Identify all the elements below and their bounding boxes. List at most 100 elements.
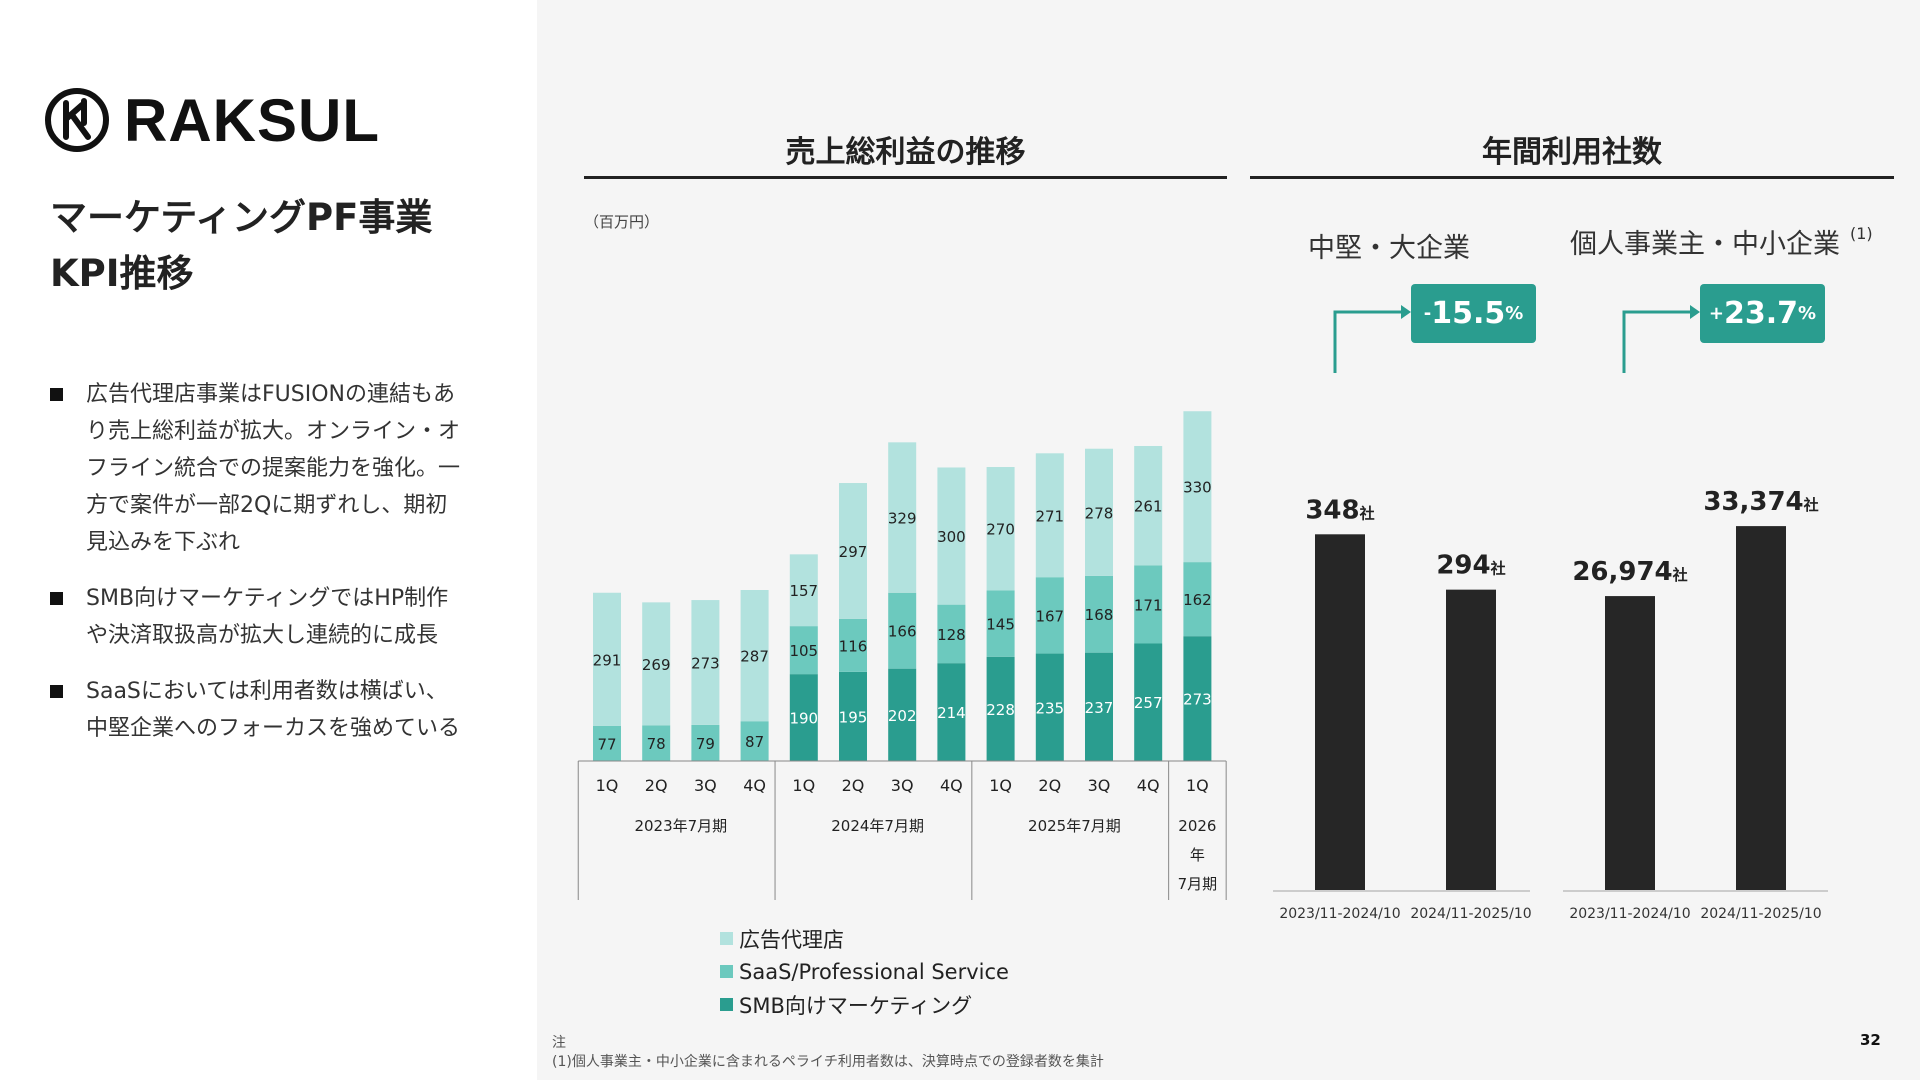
bar-value-label: 168 bbox=[1085, 606, 1114, 624]
x-tick-label: 3Q bbox=[891, 776, 914, 795]
bar-value-label: 116 bbox=[839, 637, 868, 655]
company-count-bar-mid-large bbox=[1315, 534, 1365, 891]
trend-arrow-line bbox=[1622, 310, 1692, 373]
legend-label: SaaS/Professional Service bbox=[739, 959, 1009, 984]
bar-segment-saas bbox=[740, 721, 769, 761]
gross-profit-title-underline bbox=[584, 176, 1227, 179]
bar-value-label: 79 bbox=[696, 735, 715, 753]
legend-item-saas: SaaS/Professional Service bbox=[720, 955, 1009, 988]
smb-sole-proprietor-text: 個人事業主・中小企業 bbox=[1570, 229, 1840, 260]
bar-segment-agency bbox=[740, 590, 769, 722]
bar-value-label: 167 bbox=[1035, 607, 1064, 625]
bar-segment-smb bbox=[1035, 653, 1064, 761]
badge-sign: + bbox=[1708, 303, 1724, 324]
bar-segment-saas bbox=[642, 725, 671, 761]
raksul-logo-icon bbox=[45, 88, 109, 152]
bar-value-label: 190 bbox=[789, 710, 818, 728]
bullet-line: や決済取扱高が拡大し連続的に成長 bbox=[86, 623, 439, 648]
page-number: 32 bbox=[1860, 1031, 1881, 1049]
bar-segment-agency bbox=[1085, 448, 1113, 576]
x-tick-label: 2Q bbox=[1038, 776, 1061, 795]
bullet-line: 広告代理店事業はFUSIONの連結もあ bbox=[86, 382, 455, 407]
badge-sign: - bbox=[1423, 303, 1432, 324]
bar-value-label: 269 bbox=[642, 656, 671, 674]
bar-segment-smb bbox=[986, 656, 1015, 761]
bar-segment-saas bbox=[839, 618, 867, 672]
period-label: 2024/11-2025/10 bbox=[1410, 906, 1531, 922]
bullet-square-icon bbox=[50, 592, 63, 605]
bullet-item: 広告代理店事業はFUSIONの連結もあ り売上総利益が拡大。オンライン・オ フラ… bbox=[50, 376, 500, 561]
bullet-list: 広告代理店事業はFUSIONの連結もあ り売上総利益が拡大。オンライン・オ フラ… bbox=[50, 376, 500, 766]
x-tick-label: 4Q bbox=[940, 776, 963, 795]
footnote: 注 (1)個人事業主・中小企業に含まれるペライチ利用者数は、決算時点での登録者数… bbox=[552, 1034, 1104, 1072]
annual-users-title-underline bbox=[1250, 176, 1894, 179]
bar-value-label: 202 bbox=[888, 707, 917, 725]
bullet-square-icon bbox=[50, 685, 63, 698]
footnote-marker: (1) bbox=[1850, 224, 1873, 243]
bullet-item: SMB向けマーケティングではHP制作 や決済取扱高が拡大し連続的に成長 bbox=[50, 580, 500, 654]
bar-value-label: 300 bbox=[937, 528, 966, 546]
bar-segment-smb bbox=[1134, 643, 1163, 761]
bar-value-label: 195 bbox=[839, 708, 868, 726]
bar-value-label: 278 bbox=[1085, 504, 1114, 522]
legend-swatch-smb bbox=[720, 998, 733, 1011]
period-label: 2023/11-2024/10 bbox=[1569, 906, 1690, 922]
chart-area-background bbox=[537, 0, 1920, 1080]
bar-segment-smb bbox=[789, 674, 818, 761]
x-tick-label: 1Q bbox=[596, 776, 619, 795]
bar-segment-saas bbox=[937, 604, 966, 664]
company-count-suffix: 社 bbox=[1672, 566, 1688, 584]
badge-unit: % bbox=[1798, 303, 1817, 324]
badge-unit: % bbox=[1505, 303, 1524, 324]
bullet-line: 方で案件が一部2Qに期ずれし、期初 bbox=[86, 493, 448, 518]
bar-segment-agency bbox=[937, 467, 966, 605]
bar-segment-agency bbox=[642, 602, 671, 726]
trend-arrow-head-icon bbox=[1690, 305, 1700, 319]
bar-value-label: 128 bbox=[937, 626, 966, 644]
fiscal-year-label: 7月期 bbox=[1178, 875, 1218, 893]
legend-label: SMB向けマーケティング bbox=[739, 993, 973, 1018]
bar-value-label: 145 bbox=[986, 616, 1015, 634]
page-title-line2: KPI推移 bbox=[50, 252, 194, 295]
bar-value-label: 287 bbox=[740, 648, 769, 666]
gross-profit-section-title: 売上総利益の推移 bbox=[785, 135, 1026, 170]
bar-segment-agency bbox=[888, 442, 917, 593]
bar-value-label: 105 bbox=[789, 642, 818, 660]
bar-value-label: 273 bbox=[1183, 691, 1212, 709]
bar-value-label: 214 bbox=[937, 704, 966, 722]
bar-value-label: 228 bbox=[986, 701, 1015, 719]
bullet-item: SaaSにおいては利用者数は横ばい、 中堅企業へのフォーカスを強めている bbox=[50, 673, 500, 747]
company-count-suffix: 社 bbox=[1490, 560, 1506, 578]
logo-text: RAKSUL bbox=[124, 86, 380, 154]
badge-value: 23.7 bbox=[1724, 296, 1799, 331]
company-count-value: 26,974社 bbox=[1572, 557, 1687, 587]
company-count-suffix: 社 bbox=[1803, 496, 1819, 514]
x-tick-label: 2Q bbox=[645, 776, 668, 795]
bar-value-label: 273 bbox=[691, 654, 720, 672]
bar-segment-agency bbox=[593, 592, 621, 726]
bar-segment-agency bbox=[1183, 411, 1212, 563]
smb-sole-proprietor-label: 個人事業主・中小企業 (1) bbox=[1570, 222, 1873, 261]
bar-segment-agency bbox=[789, 554, 818, 627]
bar-segment-saas bbox=[1134, 565, 1163, 644]
company-count-value: 348社 bbox=[1305, 495, 1374, 525]
x-tick-label: 1Q bbox=[989, 776, 1012, 795]
bullet-line: SMB向けマーケティングではHP制作 bbox=[86, 586, 449, 611]
bar-value-label: 330 bbox=[1183, 479, 1212, 497]
bar-segment-smb bbox=[1085, 652, 1113, 761]
bar-value-label: 257 bbox=[1134, 694, 1163, 712]
page-title-line1: マーケティングPF事業 bbox=[50, 196, 433, 239]
bar-segment-agency bbox=[986, 467, 1015, 591]
change-badge-mid-large: -15.5% bbox=[1411, 284, 1536, 343]
company-count-bar-smb bbox=[1605, 596, 1655, 891]
bar-segment-smb bbox=[937, 663, 966, 761]
company-count-value: 33,374社 bbox=[1703, 487, 1818, 517]
bar-value-label: 261 bbox=[1134, 498, 1163, 516]
bar-segment-agency bbox=[839, 483, 867, 619]
bar-value-label: 166 bbox=[888, 623, 917, 641]
bullet-line: 中堅企業へのフォーカスを強めている bbox=[86, 716, 461, 741]
company-count-suffix: 社 bbox=[1359, 504, 1375, 522]
bar-segment-smb bbox=[888, 668, 917, 761]
badge-value: 15.5 bbox=[1431, 296, 1506, 331]
bullet-line: SaaSにおいては利用者数は横ばい、 bbox=[86, 679, 448, 704]
